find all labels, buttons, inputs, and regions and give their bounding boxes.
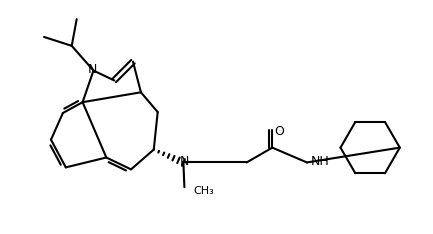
Text: NH: NH <box>311 155 330 168</box>
Text: N: N <box>88 63 97 76</box>
Text: CH₃: CH₃ <box>193 186 214 196</box>
Text: N: N <box>180 155 189 168</box>
Text: O: O <box>275 125 284 138</box>
